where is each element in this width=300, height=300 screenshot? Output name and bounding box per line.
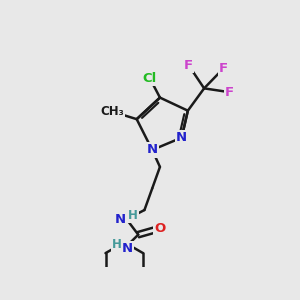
Text: N: N — [115, 213, 126, 226]
Text: F: F — [219, 62, 228, 75]
Text: F: F — [225, 86, 234, 99]
Text: N: N — [122, 242, 133, 255]
Text: N: N — [176, 131, 187, 144]
Text: F: F — [184, 59, 193, 72]
Text: Cl: Cl — [143, 72, 157, 85]
Text: N: N — [147, 143, 158, 157]
Text: O: O — [154, 222, 166, 235]
Text: H: H — [128, 209, 138, 222]
Text: H: H — [112, 238, 122, 251]
Text: CH₃: CH₃ — [100, 105, 124, 118]
